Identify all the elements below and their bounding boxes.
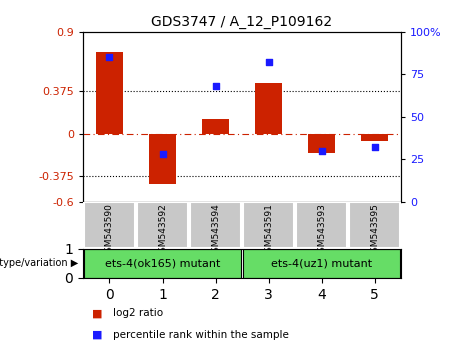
Bar	[349, 202, 400, 248]
Text: GSM543593: GSM543593	[317, 203, 326, 258]
Bar	[202, 119, 229, 134]
Text: percentile rank within the sample: percentile rank within the sample	[113, 330, 289, 339]
Text: ■: ■	[92, 308, 103, 318]
Text: GSM543592: GSM543592	[158, 203, 167, 258]
Text: ■: ■	[92, 330, 103, 339]
Text: GSM543590: GSM543590	[105, 203, 114, 258]
Point	[265, 59, 272, 65]
Point	[159, 152, 166, 157]
Text: GSM543594: GSM543594	[211, 203, 220, 258]
Bar	[84, 202, 135, 248]
Bar	[255, 83, 282, 134]
Point	[212, 84, 219, 89]
Point	[371, 144, 378, 150]
Bar	[149, 134, 176, 184]
Text: genotype/variation ▶: genotype/variation ▶	[0, 258, 78, 268]
Point	[318, 148, 325, 154]
Bar	[190, 202, 241, 248]
Text: log2 ratio: log2 ratio	[113, 308, 163, 318]
Point	[106, 55, 113, 60]
Bar	[96, 52, 123, 134]
Text: GSM543591: GSM543591	[264, 203, 273, 258]
Bar	[243, 202, 294, 248]
Bar	[243, 249, 400, 278]
Text: ets-4(uz1) mutant: ets-4(uz1) mutant	[271, 258, 372, 268]
Bar	[296, 202, 347, 248]
Bar	[137, 202, 188, 248]
Bar	[308, 134, 335, 153]
Text: GSM543595: GSM543595	[370, 203, 379, 258]
Bar	[84, 249, 241, 278]
Bar	[361, 134, 388, 141]
Title: GDS3747 / A_12_P109162: GDS3747 / A_12_P109162	[152, 16, 332, 29]
Text: ets-4(ok165) mutant: ets-4(ok165) mutant	[105, 258, 220, 268]
